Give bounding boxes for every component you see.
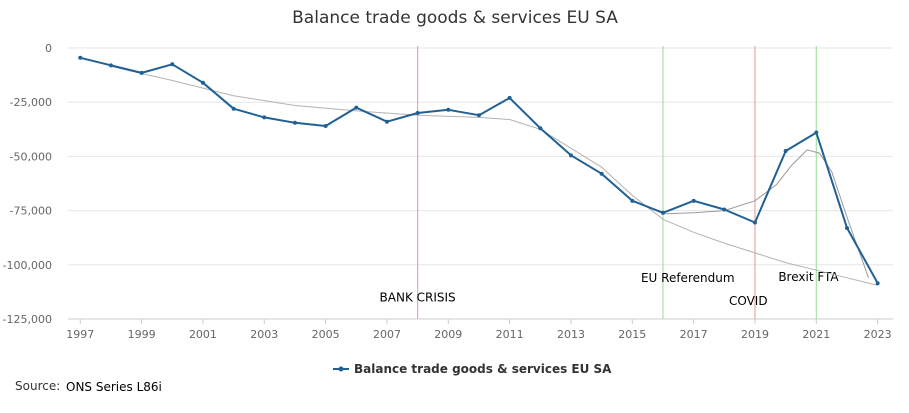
legend-label[interactable]: Balance trade goods & services EU SA [354,362,612,376]
data-point[interactable] [844,225,849,230]
x-tick-label: 2001 [189,328,217,341]
y-tick-label: -50,000 [10,150,52,163]
chart-title: Balance trade goods & services EU SA [292,8,618,28]
data-point[interactable] [783,148,788,153]
data-point[interactable] [538,126,543,131]
data-point[interactable] [660,210,665,215]
data-point[interactable] [231,106,236,111]
data-point[interactable] [599,171,604,176]
data-series [78,55,880,286]
data-point[interactable] [630,198,635,203]
data-point[interactable] [170,62,175,67]
x-tick-label: 2005 [312,328,340,341]
data-point[interactable] [354,105,359,110]
data-point[interactable] [476,113,481,118]
x-tick-label: 2011 [496,328,524,341]
legend-marker-swatch [338,366,344,372]
data-point[interactable] [752,220,757,225]
x-tick-label: 2003 [250,328,278,341]
data-point[interactable] [108,63,113,68]
data-point[interactable] [507,95,512,100]
data-point[interactable] [78,55,83,60]
data-point[interactable] [814,130,819,135]
event-label: EU Referendum [641,271,735,285]
x-tick-label: 2015 [618,328,646,341]
source-value: ONS Series L86i [66,380,162,394]
trend-lines [110,65,878,286]
data-point[interactable] [384,119,389,124]
x-tick-label: 1997 [66,328,94,341]
event-markers: BANK CRISIS EU Referendum COVID Brexit FTA [380,46,839,319]
data-point[interactable] [446,107,451,112]
data-point[interactable] [415,111,420,116]
x-tick-label: 2023 [864,328,892,341]
x-tick-label: 2021 [802,328,830,341]
event-label: Brexit FTA [778,270,839,284]
x-tick-label: 1999 [128,328,156,341]
x-tick-label: 2013 [557,328,585,341]
trend-line [110,65,878,286]
data-point[interactable] [139,70,144,75]
x-axis: 1997 1999 2001 2003 2005 2007 2009 2011 2013 2015… [66,318,893,341]
data-point[interactable] [292,120,297,125]
data-point[interactable] [722,207,727,212]
data-point[interactable] [691,198,696,203]
data-point[interactable] [262,115,267,120]
y-axis: 0 -25,000 -50,000 -75,000 -100,000 -125,000 [3,42,52,326]
event-label: COVID [729,294,768,308]
event-label: BANK CRISIS [380,291,456,305]
x-tick-label: 2009 [434,328,462,341]
data-point[interactable] [200,80,205,85]
data-point[interactable] [568,153,573,158]
data-point[interactable] [875,281,880,286]
x-tick-label: 2017 [680,328,708,341]
series-line [80,56,879,284]
y-tick-label: -25,000 [10,96,52,109]
x-tick-label: 2019 [741,328,769,341]
y-gridlines [68,47,893,320]
data-point[interactable] [323,124,328,129]
y-tick-label: -75,000 [10,205,52,218]
y-tick-label: 0 [45,42,52,55]
legend[interactable]: Balance trade goods & services EU SA [333,362,612,376]
x-tick-label: 2007 [373,328,401,341]
trend-line [662,149,869,278]
source-label: Source: [15,379,60,393]
y-tick-label: -100,000 [3,259,52,272]
y-tick-label: -125,000 [3,313,52,326]
